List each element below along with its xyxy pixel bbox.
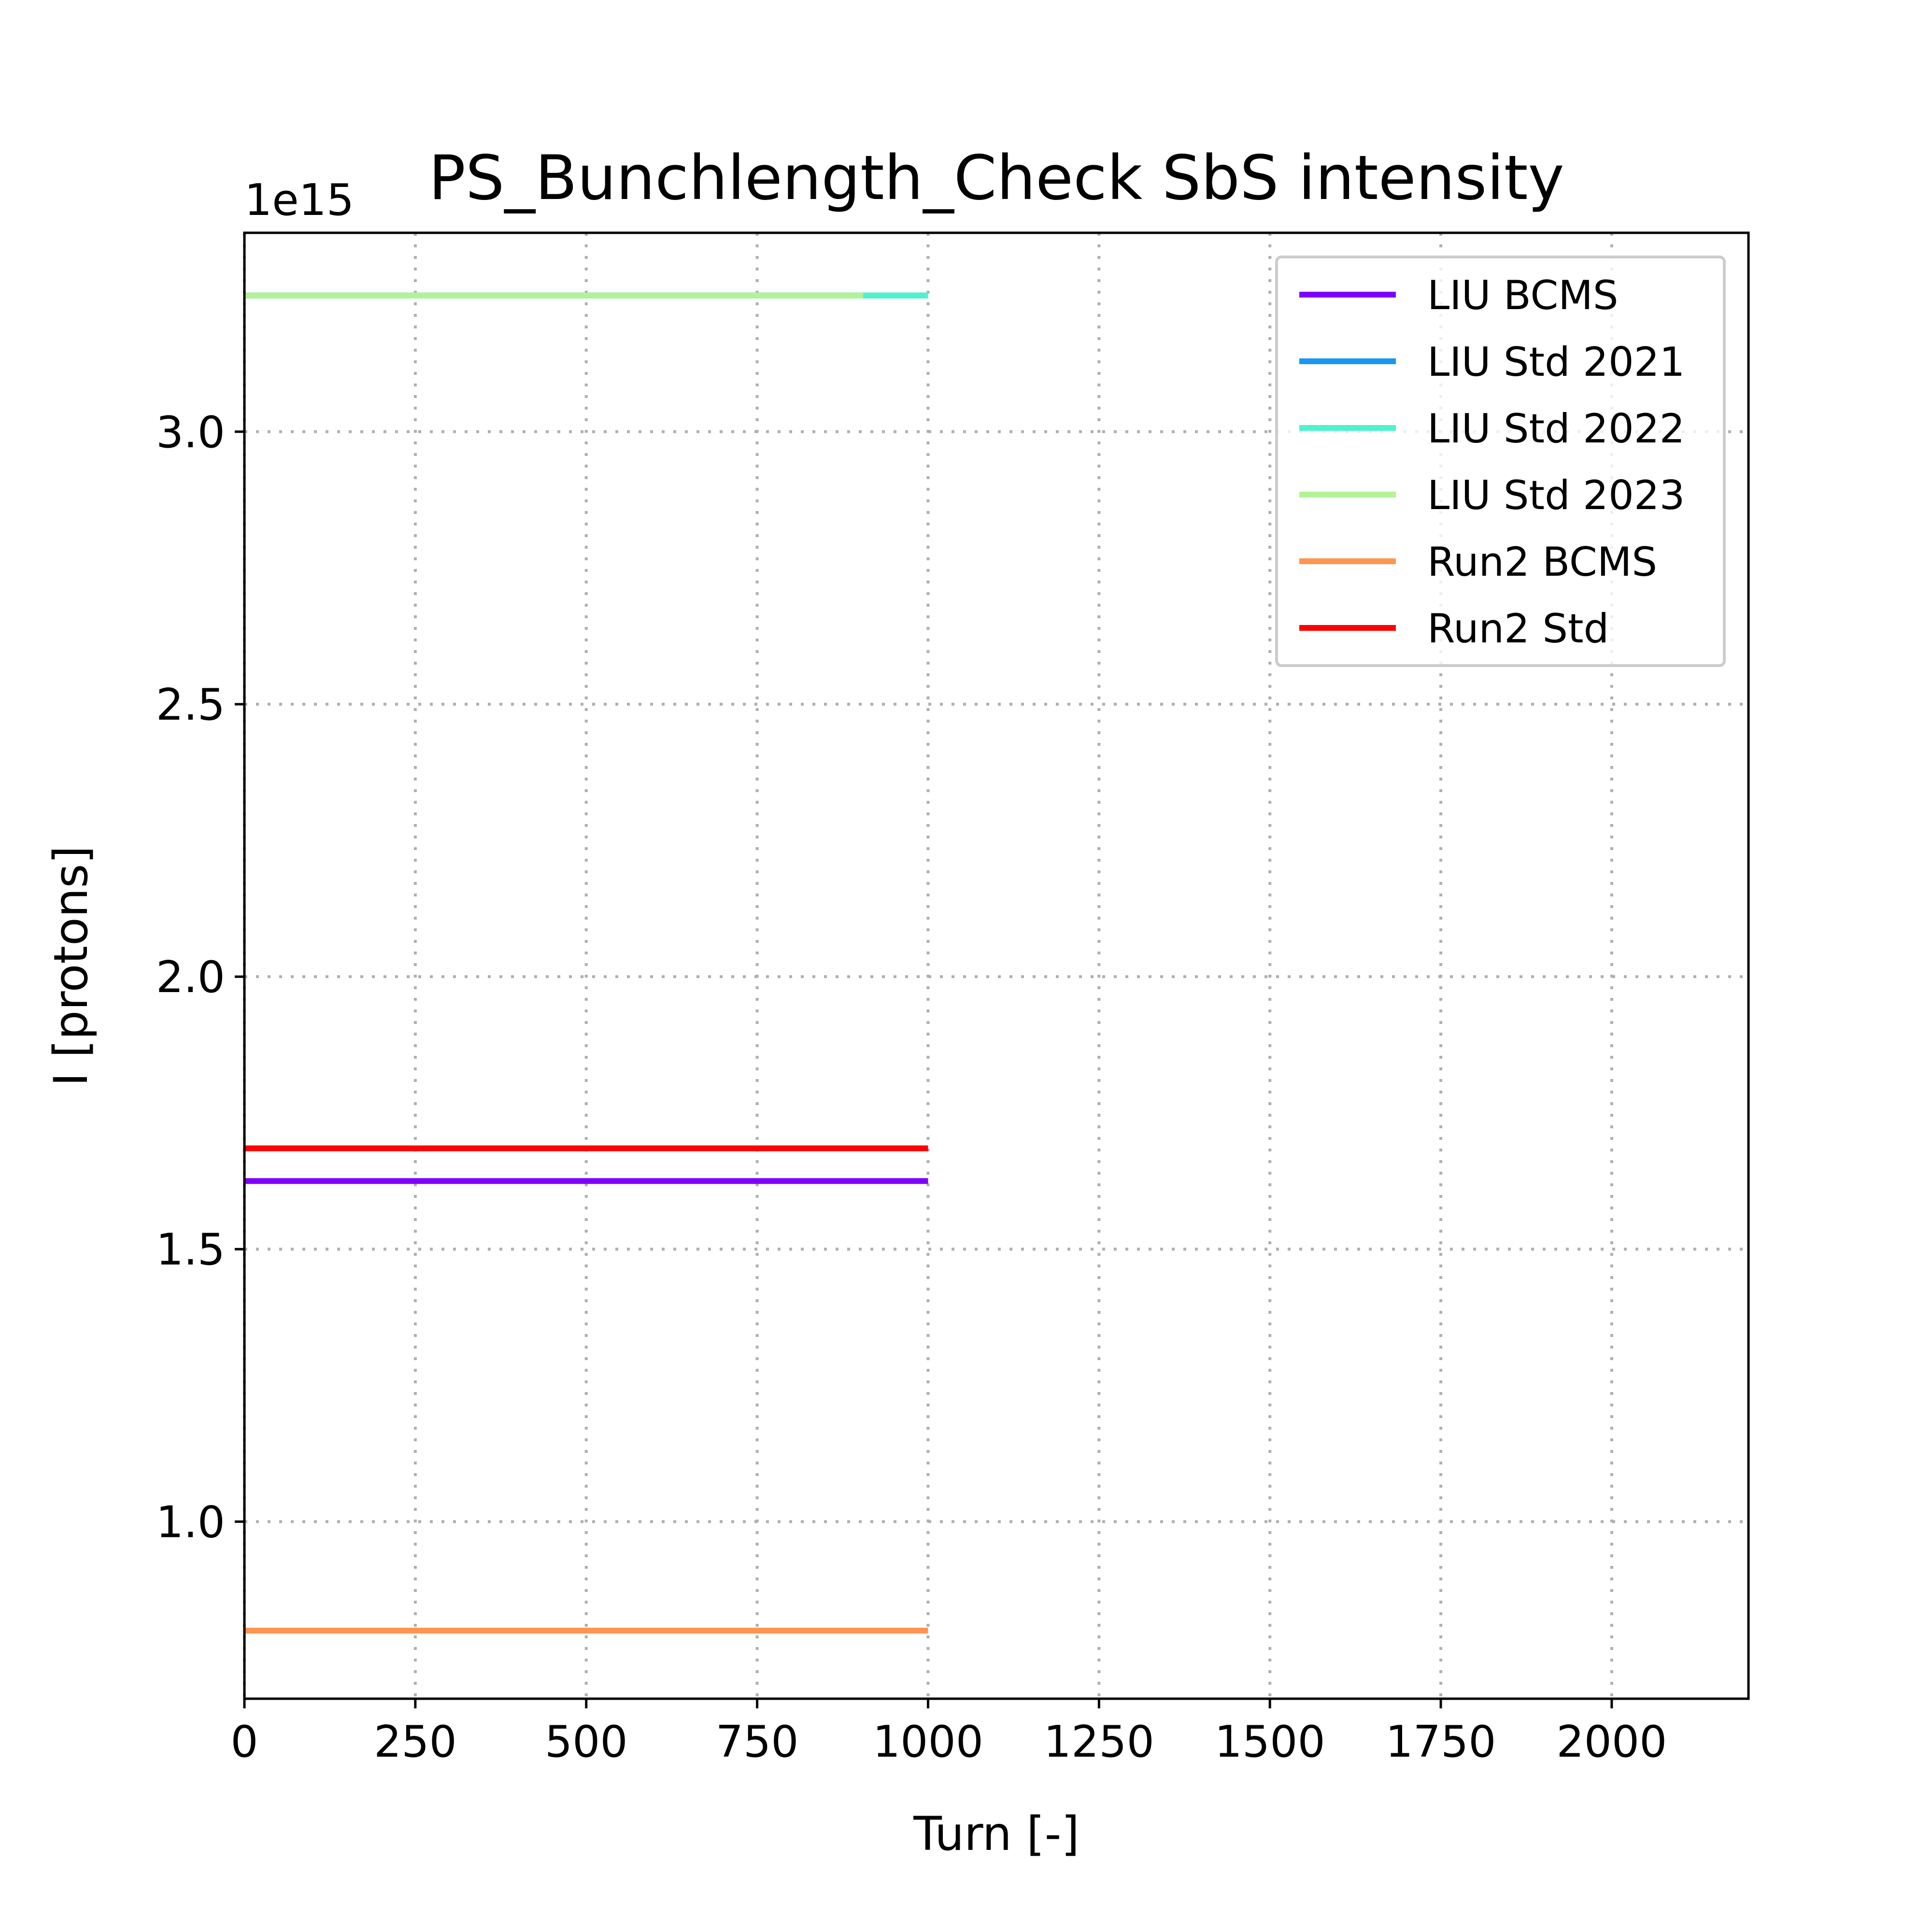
y-tick-label: 1.0 <box>156 1497 225 1548</box>
x-tick-label: 1250 <box>1044 1717 1154 1767</box>
x-tick-label: 1500 <box>1215 1717 1325 1767</box>
legend-label-liu-std-2021: LIU Std 2021 <box>1427 339 1685 385</box>
x-tick-label: 1000 <box>873 1717 983 1767</box>
plot-frame <box>243 231 1750 1700</box>
legend-label-run2-bcms: Run2 BCMS <box>1427 539 1657 585</box>
plot-series <box>244 292 928 1634</box>
y-tick-label: 2.5 <box>156 680 225 730</box>
x-tick-label: 250 <box>374 1717 457 1767</box>
legend-label-liu-std-2023: LIU Std 2023 <box>1427 472 1685 519</box>
y-tick-label: 3.0 <box>156 407 225 458</box>
y-tick-label: 1.5 <box>156 1224 225 1275</box>
y-offset-text: 1e15 <box>244 175 354 226</box>
legend-label-liu-bcms: LIU BCMS <box>1427 272 1619 319</box>
y-axis-label: I [protons] <box>44 846 98 1086</box>
x-tick-label: 500 <box>545 1717 628 1767</box>
legend-label-run2-std: Run2 Std <box>1427 605 1609 652</box>
x-tick-label: 2000 <box>1556 1717 1667 1767</box>
x-axis-label: Turn [-] <box>913 1807 1080 1861</box>
legend-label-liu-std-2022: LIU Std 2022 <box>1427 405 1685 452</box>
x-tick-label: 1750 <box>1386 1717 1496 1767</box>
chart-title: PS_Bunchlength_Check SbS intensity <box>428 142 1564 213</box>
legend-items: LIU BCMS LIU Std 2021 LIU Std 2022 LIU Std … <box>1299 272 1685 652</box>
x-tick-label: 0 <box>230 1717 258 1767</box>
x-tick-label: 750 <box>716 1717 799 1767</box>
legend: LIU BCMS LIU Std 2021 LIU Std 2022 LIU Std … <box>1275 256 1726 667</box>
y-tick-label: 2.0 <box>156 952 225 1003</box>
axis-ticks: 0 250 500 750 1000 1250 1500 1750 2000 1.0 1.5 2.0 2… <box>156 407 1667 1767</box>
